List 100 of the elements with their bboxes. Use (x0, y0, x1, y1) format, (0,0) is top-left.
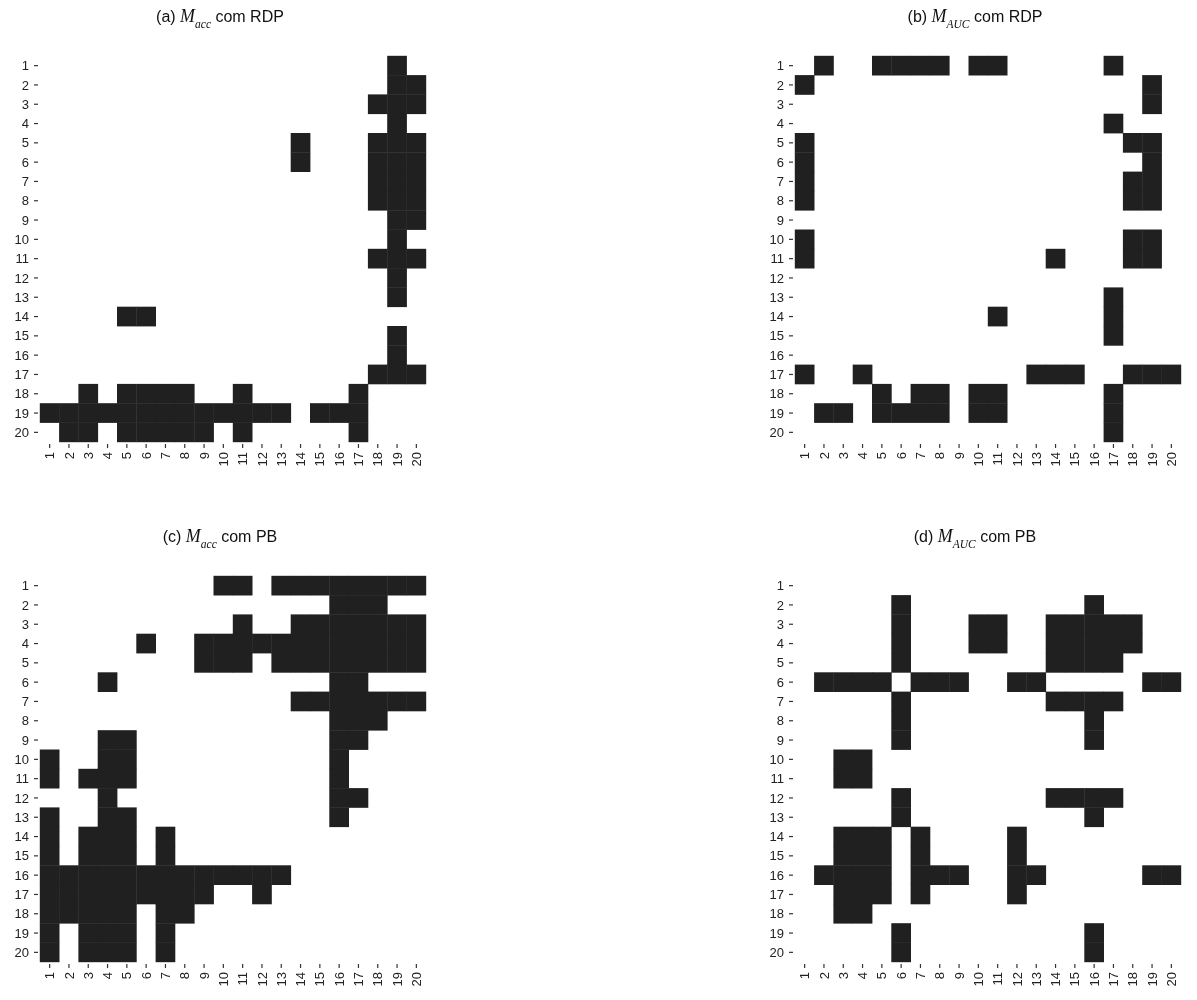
x-tick-label: 7 (913, 452, 928, 460)
x-tick-label: 11 (235, 452, 251, 466)
y-tick-label: 4 (776, 636, 784, 652)
point (1026, 364, 1047, 385)
x-tick-label: 5 (119, 452, 135, 460)
y-tick-label: 10 (769, 231, 784, 247)
y-tick-label: 7 (776, 174, 784, 189)
point (794, 229, 815, 250)
x-tick-label: 1 (42, 972, 58, 980)
x-tick-label: 7 (158, 972, 173, 980)
y-tick-label: 1 (21, 578, 29, 594)
x-tick-label: 17 (1106, 972, 1121, 987)
x-tick-label: 8 (932, 972, 948, 980)
y-tick-label: 16 (769, 347, 784, 363)
x-tick-label: 20 (408, 972, 424, 987)
x-tick-label: 20 (1163, 972, 1179, 987)
y-tick-label: 5 (776, 135, 784, 151)
x-tick-label: 4 (100, 452, 116, 460)
point (872, 403, 892, 423)
point (987, 306, 1008, 327)
y-tick-label: 19 (769, 925, 784, 941)
y-tick-label: 17 (769, 887, 784, 902)
y-tick-label: 10 (14, 231, 29, 247)
x-tick-label: 17 (351, 972, 366, 987)
y-tick-label: 15 (769, 328, 784, 344)
y-tick-label: 9 (21, 212, 29, 228)
x-tick-label: 13 (273, 972, 289, 987)
point (833, 403, 854, 423)
point (968, 403, 989, 423)
y-tick-label: 6 (776, 674, 784, 690)
y-tick-label: 15 (14, 848, 29, 864)
y-tick-label: 13 (769, 809, 784, 825)
x-tick-label: 18 (370, 452, 386, 467)
point (1103, 403, 1124, 423)
x-tick-label: 3 (835, 452, 851, 460)
y-tick-label: 15 (769, 848, 784, 864)
point (1103, 287, 1124, 308)
y-tick-label: 17 (14, 887, 29, 902)
point (794, 190, 815, 211)
y-tick-label: 11 (15, 251, 29, 267)
point (1142, 133, 1162, 153)
x-tick-label: 14 (293, 452, 309, 467)
x-tick-label: 2 (816, 972, 832, 980)
y-tick-label: 12 (14, 270, 29, 286)
y-tick-label: 8 (21, 193, 29, 209)
point (1122, 229, 1143, 250)
x-tick-label: 13 (1028, 452, 1044, 467)
y-tick-label: 13 (14, 809, 29, 825)
y-tick-label: 7 (21, 694, 29, 709)
y-tick-label: 2 (21, 597, 29, 613)
x-tick-label: 15 (312, 972, 328, 987)
y-tick-label: 17 (769, 367, 784, 382)
y-tick-label: 3 (21, 96, 29, 112)
chart-title: (c) M$_{acc}$ com PB (162, 526, 278, 550)
x-tick-label: 12 (254, 972, 270, 987)
y-tick-label: 14 (769, 829, 784, 845)
point (1122, 190, 1143, 211)
point (1103, 55, 1124, 76)
x-tick-label: 16 (1086, 972, 1102, 987)
point (1122, 364, 1143, 385)
x-tick-label: 6 (893, 972, 909, 980)
y-tick-label: 18 (769, 906, 784, 922)
point (794, 133, 815, 153)
point (1122, 248, 1143, 269)
y-tick-label: 19 (14, 925, 29, 941)
x-tick-label: 18 (370, 972, 386, 987)
point (1142, 364, 1162, 385)
x-tick-label: 2 (61, 972, 77, 980)
point (794, 364, 815, 385)
y-tick-label: 3 (776, 616, 784, 632)
x-tick-label: 5 (874, 972, 890, 980)
x-tick-label: 20 (408, 452, 424, 467)
y-tick-label: 20 (14, 944, 29, 960)
point (872, 383, 892, 404)
x-tick-label: 2 (816, 452, 832, 460)
x-tick-label: 12 (1009, 972, 1025, 987)
y-tick-label: 8 (776, 193, 784, 209)
x-tick-label: 11 (235, 972, 251, 986)
y-tick-label: 12 (14, 790, 29, 806)
y-tick-label: 12 (769, 270, 784, 286)
x-tick-label: 6 (138, 972, 154, 980)
x-tick-label: 18 (1125, 452, 1141, 467)
point (1065, 364, 1085, 385)
y-tick-label: 10 (769, 751, 784, 767)
y-tick-label: 3 (21, 616, 29, 632)
y-tick-label: 20 (769, 424, 784, 440)
y-tick-label: 9 (776, 732, 784, 748)
point (929, 403, 950, 423)
y-tick-label: 18 (769, 386, 784, 402)
y-tick-label: 5 (21, 135, 29, 151)
x-tick-label: 1 (797, 452, 813, 460)
y-tick-label: 1 (21, 58, 29, 74)
x-tick-label: 8 (932, 452, 948, 460)
x-tick-label: 18 (1125, 972, 1141, 987)
x-tick-label: 10 (215, 452, 231, 467)
x-tick-label: 19 (1144, 452, 1160, 467)
x-tick-label: 2 (61, 452, 77, 460)
x-tick-label: 6 (138, 452, 154, 460)
x-tick-label: 15 (1067, 972, 1083, 987)
y-tick-label: 5 (21, 655, 29, 671)
